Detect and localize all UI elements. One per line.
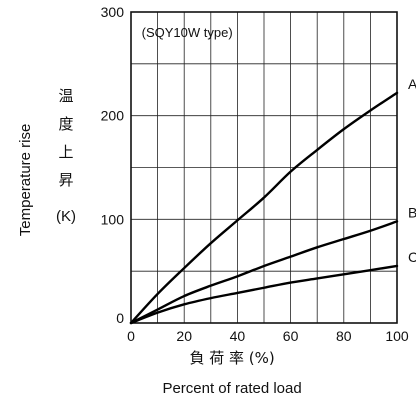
y-axis-label-japanese-char: 昇 [58, 171, 73, 189]
y-axis-label-japanese-char: 度 [58, 115, 73, 133]
y-axis-label: Temperature rise [17, 124, 34, 237]
series-label-a: A [408, 76, 416, 92]
x-axis-label: Percent of rated load [162, 380, 301, 397]
y-tick-label: 100 [101, 211, 125, 227]
y-axis-label-japanese-char: 上 [58, 143, 73, 161]
x-tick-labels: 0 20 40 60 80 100 [127, 328, 409, 344]
grid [131, 12, 397, 323]
y-axis-label-japanese-char: 温 [58, 87, 73, 105]
chart-annotation: (SQY10W type) [142, 25, 233, 40]
x-tick-label: 80 [336, 328, 352, 344]
x-tick-label: 40 [230, 328, 246, 344]
y-tick-label: 0 [116, 310, 124, 326]
series-lines [129, 91, 399, 325]
y-tick-labels: 0 100 200 300 [101, 4, 125, 326]
x-axis-label-japanese: 負 荷 率 (%) [189, 349, 274, 367]
x-tick-label: 0 [127, 328, 135, 344]
series-line-b [129, 220, 399, 325]
x-tick-label: 60 [283, 328, 299, 344]
y-tick-label: 300 [101, 4, 125, 20]
plot-frame [130, 11, 398, 324]
series-label-c: C [408, 249, 416, 265]
series-label-b: B [408, 204, 416, 220]
series-line-a [129, 91, 399, 325]
y-axis-unit: (K) [56, 208, 76, 225]
series-line-c [129, 264, 399, 325]
y-tick-label: 200 [101, 108, 125, 124]
series-labels: A B C [408, 76, 416, 265]
x-tick-label: 20 [176, 328, 192, 344]
x-tick-label: 100 [385, 328, 409, 344]
